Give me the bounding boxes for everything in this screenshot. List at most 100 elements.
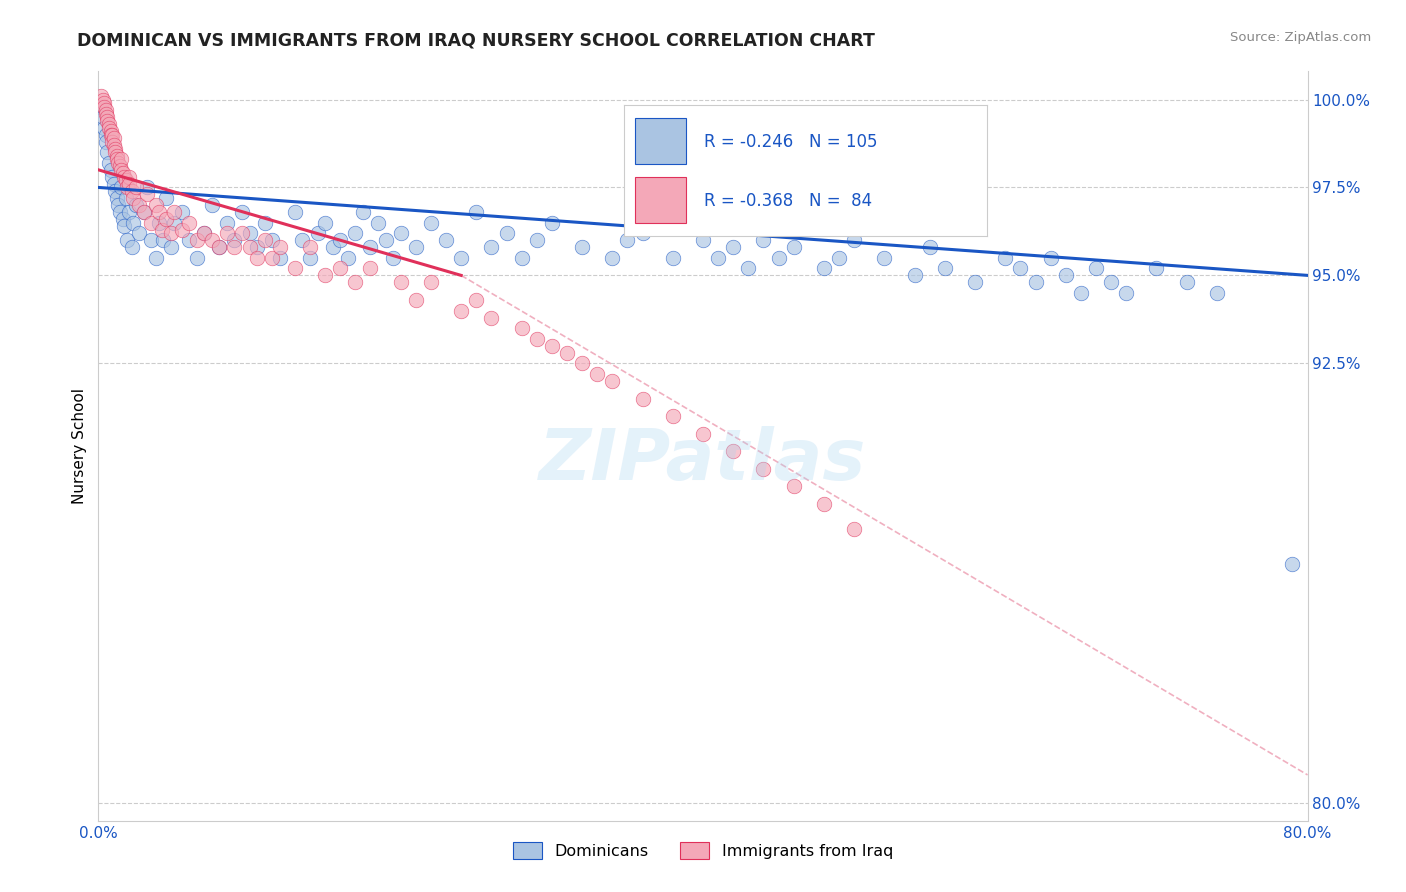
Point — [179, 216, 201, 230]
Point — [752, 462, 775, 476]
Point — [100, 128, 122, 142]
Point — [571, 240, 593, 254]
Point — [481, 310, 503, 325]
Point — [1281, 557, 1303, 571]
Point — [160, 240, 183, 254]
Point — [111, 212, 134, 227]
Point — [813, 261, 835, 276]
Point — [122, 216, 145, 230]
Point — [115, 233, 138, 247]
Point — [707, 251, 730, 265]
Point — [125, 198, 148, 212]
Point — [495, 226, 517, 240]
Point — [91, 110, 114, 124]
Point — [904, 268, 927, 283]
Point — [98, 156, 121, 170]
Point — [132, 205, 155, 219]
Point — [193, 226, 215, 240]
Point — [329, 233, 352, 247]
Point — [661, 251, 683, 265]
Point — [723, 240, 745, 254]
Point — [1085, 261, 1108, 276]
Text: ZIPatlas: ZIPatlas — [540, 426, 866, 495]
Point — [1175, 276, 1198, 290]
Point — [813, 497, 835, 511]
Point — [284, 261, 307, 276]
Point — [186, 251, 208, 265]
Point — [91, 93, 114, 107]
Point — [118, 205, 141, 219]
Point — [179, 233, 201, 247]
Point — [110, 162, 132, 177]
Point — [246, 251, 269, 265]
Point — [107, 198, 129, 212]
Point — [262, 233, 284, 247]
Point — [96, 145, 118, 160]
Point — [94, 106, 117, 120]
Point — [101, 128, 124, 142]
Point — [186, 233, 208, 247]
Point — [215, 226, 238, 240]
Point — [118, 169, 141, 184]
Point — [201, 233, 224, 247]
Point — [284, 205, 307, 219]
Point — [918, 240, 941, 254]
Point — [307, 226, 329, 240]
Point — [360, 240, 382, 254]
Point — [1039, 251, 1062, 265]
Point — [231, 205, 253, 219]
Point — [994, 251, 1017, 265]
Point — [121, 184, 143, 198]
Point — [1115, 285, 1137, 300]
Point — [132, 205, 155, 219]
Point — [118, 177, 141, 191]
Point — [299, 240, 322, 254]
Point — [405, 240, 427, 254]
Point — [465, 205, 488, 219]
Point — [873, 251, 896, 265]
Point — [193, 226, 215, 240]
Point — [1070, 285, 1092, 300]
Point — [571, 356, 593, 370]
Point — [555, 345, 578, 359]
Point — [783, 240, 806, 254]
Point — [844, 522, 866, 536]
Point — [135, 180, 157, 194]
Point — [148, 205, 170, 219]
Point — [152, 233, 174, 247]
Point — [768, 251, 790, 265]
Point — [269, 251, 291, 265]
Point — [352, 205, 374, 219]
Point — [783, 479, 806, 493]
Point — [616, 233, 638, 247]
Point — [201, 198, 224, 212]
Point — [367, 216, 389, 230]
Point — [540, 339, 562, 353]
Point — [737, 261, 759, 276]
Point — [692, 233, 714, 247]
Point — [112, 169, 135, 184]
Point — [1054, 268, 1077, 283]
Point — [105, 153, 128, 167]
Point — [1099, 276, 1122, 290]
Point — [160, 226, 183, 240]
Point — [155, 212, 177, 227]
Point — [215, 216, 238, 230]
Point — [291, 233, 314, 247]
Point — [510, 321, 533, 335]
Point — [98, 117, 121, 131]
Point — [540, 216, 562, 230]
Point — [481, 240, 503, 254]
Point — [253, 216, 276, 230]
Point — [450, 303, 472, 318]
Point — [114, 173, 136, 187]
Point — [322, 240, 344, 254]
Point — [110, 153, 132, 167]
Point — [125, 180, 148, 194]
Point — [104, 145, 127, 160]
Point — [170, 222, 193, 236]
Point — [105, 149, 128, 163]
Point — [114, 191, 136, 205]
Point — [434, 233, 457, 247]
Point — [101, 135, 124, 149]
